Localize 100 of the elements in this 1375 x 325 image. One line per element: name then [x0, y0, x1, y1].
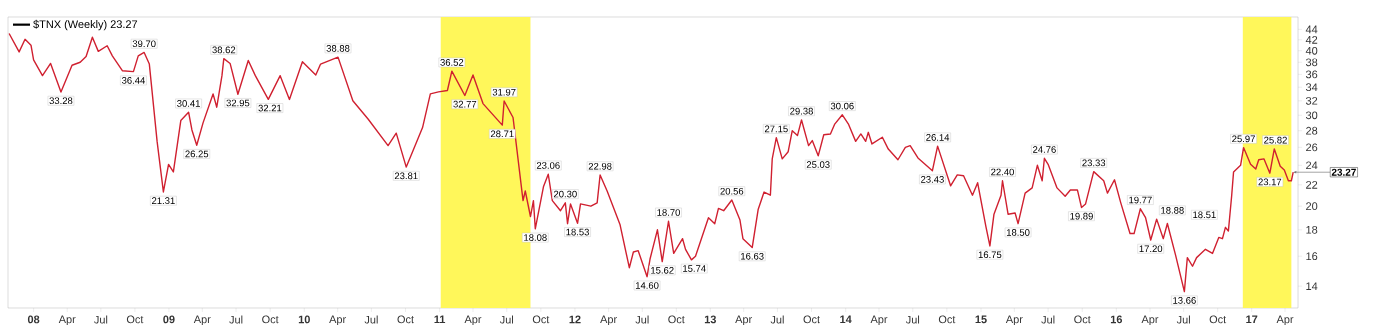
annotation: 26.14: [926, 134, 950, 141]
y-tick-label: 40: [1305, 46, 1318, 55]
annotation: 19.89: [1070, 212, 1093, 220]
y-tick-label: 24: [1306, 161, 1318, 170]
x-tick-label: Apr: [193, 315, 211, 325]
x-tick-label: 14: [840, 315, 852, 324]
annotation: 14.60: [635, 282, 659, 289]
x-tick-label: Oct: [262, 315, 279, 324]
x-tick-label: Jul: [905, 315, 920, 324]
x-tick-label: Oct: [532, 315, 550, 324]
annotation: 17.20: [1139, 245, 1163, 253]
x-tick-label: Oct: [126, 315, 144, 324]
y-tick-label: 34: [1305, 83, 1318, 92]
annotation: 20.30: [553, 190, 577, 198]
y-tick-label: 38: [1305, 58, 1318, 67]
annotation: 31.97: [492, 88, 516, 96]
x-tick-label: 12: [569, 315, 581, 324]
x-tick-label: Apr: [1141, 315, 1159, 325]
annotation: 24.76: [1033, 146, 1056, 153]
annotation: 33.28: [49, 97, 73, 105]
annotation: 19.77: [1129, 196, 1152, 204]
annotation: 23.33: [1082, 159, 1106, 167]
x-tick-label: Jul: [94, 315, 108, 324]
annotation: 18.88: [1161, 207, 1184, 214]
x-tick-label: Oct: [803, 315, 820, 324]
annotation: 20.56: [720, 187, 744, 195]
x-tick-label: Oct: [1074, 315, 1091, 324]
y-tick-label: 14: [1306, 282, 1318, 290]
annotation: 30.41: [177, 100, 200, 107]
annotation: 23.06: [536, 162, 560, 169]
x-tick-label: Apr: [1276, 315, 1294, 325]
annotation: 18.08: [524, 234, 547, 241]
annotation: 26.25: [185, 150, 209, 158]
annotation: 18.50: [1006, 229, 1030, 236]
x-tick-label: 17: [1246, 315, 1258, 324]
y-tick-label: 36: [1305, 70, 1318, 79]
x-tick-label: Apr: [58, 315, 76, 325]
x-tick-label: 08: [27, 315, 40, 324]
x-tick-label: 13: [704, 315, 717, 324]
y-tick-label: 42: [1305, 36, 1318, 44]
annotation: 18.51: [1193, 211, 1216, 219]
x-tick-label: Apr: [735, 315, 753, 325]
x-tick-label: Oct: [668, 315, 685, 324]
x-tick-label: Jul: [499, 315, 514, 324]
x-tick-label: 09: [163, 315, 175, 324]
x-tick-label: Oct: [397, 315, 414, 324]
annotation: 39.70: [132, 40, 156, 48]
x-tick-label: Oct: [938, 315, 956, 324]
annotation: 18.53: [566, 228, 589, 236]
annotation: 21.31: [152, 197, 175, 205]
x-tick-label: Apr: [464, 315, 482, 325]
x-tick-label: Apr: [600, 315, 617, 325]
annotation: 23.81: [394, 172, 418, 180]
annotation: 25.03: [806, 161, 830, 168]
x-tick-label: Apr: [870, 315, 888, 325]
annotation: 23.17: [1258, 178, 1282, 186]
annotation: 25.97: [1232, 135, 1255, 143]
y-tick-label: 20: [1306, 202, 1318, 211]
annotation: 16.63: [741, 252, 764, 260]
annotation: 16.75: [978, 251, 1002, 259]
annotation: 28.71: [490, 130, 514, 138]
annotation: 29.38: [790, 107, 813, 115]
annotation: 23.43: [921, 176, 944, 183]
x-tick-label: 10: [298, 315, 310, 324]
y-tick-label: 44: [1305, 25, 1318, 34]
annotation: 23.27: [1331, 168, 1356, 176]
x-tick-label: Oct: [1209, 315, 1227, 324]
x-tick-label: 11: [434, 315, 446, 324]
annotation: 27.15: [764, 125, 788, 133]
annotation: 32.21: [258, 104, 282, 112]
annotation: 38.88: [326, 45, 350, 52]
y-tick-label: 32: [1305, 96, 1318, 105]
series-label: $TNX (Weekly) 23.27: [33, 19, 138, 31]
y-tick-label: 18: [1306, 225, 1318, 234]
annotation: 32.95: [226, 99, 250, 107]
y-tick-label: 28: [1306, 126, 1318, 135]
annotation: 32.77: [453, 100, 477, 108]
annotation: 25.82: [1264, 136, 1287, 144]
annotation: 22.40: [991, 168, 1014, 176]
annotation: 15.62: [651, 267, 674, 274]
x-tick-label: Apr: [329, 315, 346, 325]
x-tick-label: Jul: [229, 315, 243, 324]
x-tick-label: 16: [1110, 315, 1123, 324]
x-tick-label: 15: [975, 315, 987, 324]
x-tick-label: Jul: [770, 315, 784, 324]
annotation: 36.44: [121, 77, 145, 84]
annotation: 36.52: [440, 59, 464, 66]
y-tick-label: 16: [1306, 252, 1318, 261]
annotation: 18.70: [657, 209, 680, 216]
y-tick-label: 30: [1305, 111, 1318, 120]
annotation: 13.66: [1173, 297, 1196, 304]
annotation: 15.74: [683, 265, 706, 272]
x-tick-label: Jul: [1176, 315, 1190, 324]
x-tick-label: Jul: [635, 315, 649, 324]
y-tick-label: 22: [1306, 180, 1318, 189]
annotation: 38.62: [212, 46, 236, 54]
x-tick-label: Jul: [364, 315, 378, 324]
x-tick-label: Apr: [1005, 315, 1023, 325]
x-tick-label: Jul: [1041, 315, 1055, 324]
annotation: 30.06: [830, 102, 854, 110]
